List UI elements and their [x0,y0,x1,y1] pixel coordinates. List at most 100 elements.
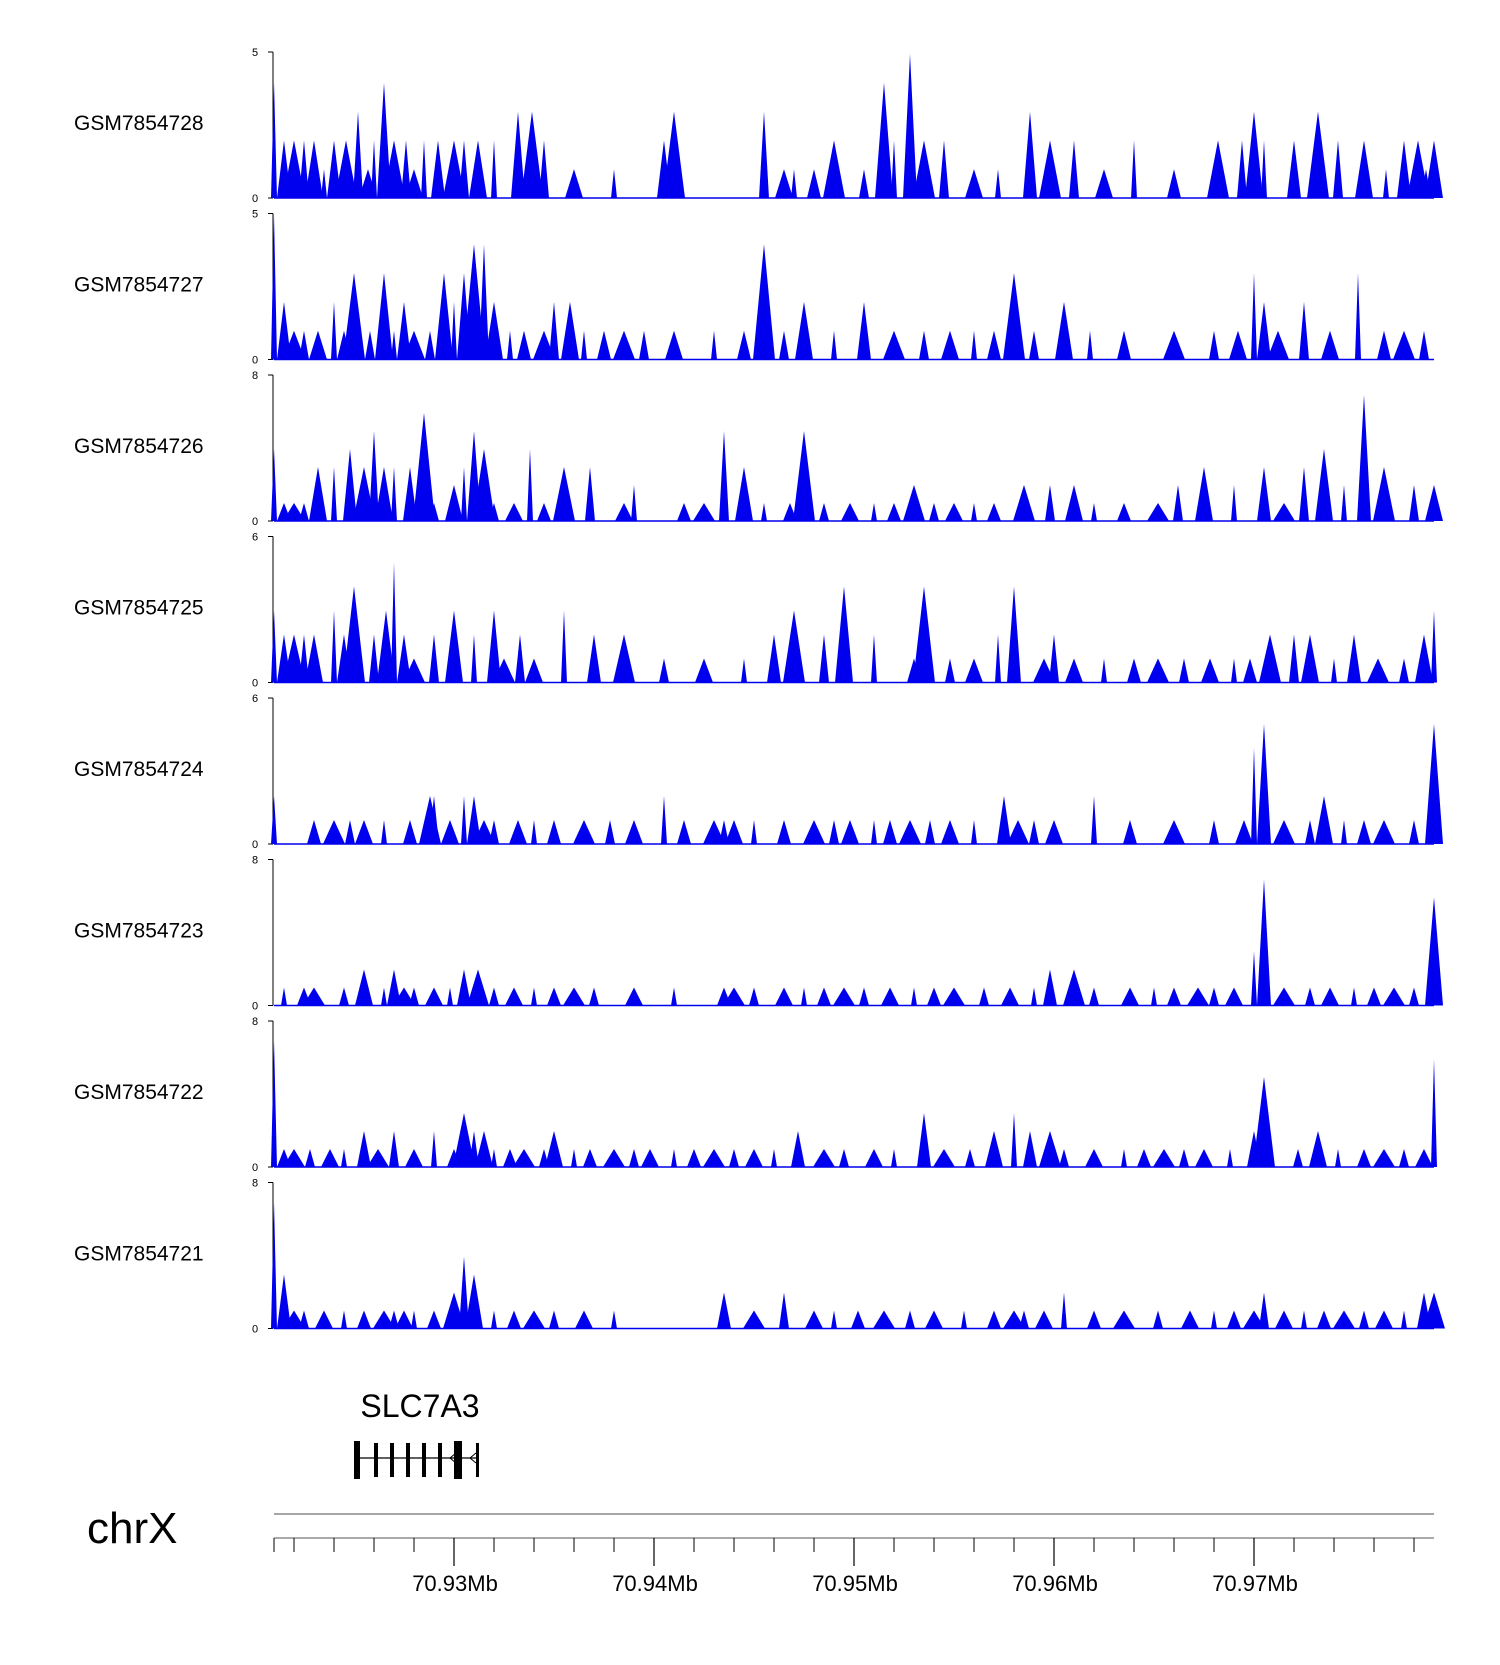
coverage-peak [309,467,327,521]
coverage-peak [299,140,309,198]
coverage-peak [1359,1310,1369,1329]
coverage-peak [377,610,395,683]
coverage-peak [1425,724,1443,844]
coverage-peak [305,1149,315,1167]
coverage-peak [375,467,393,521]
coverage-peak [1029,820,1039,844]
coverage-peak [1257,467,1271,521]
gene-annotation-track: SLC7A3 [354,1388,480,1479]
coverage-peak [1237,140,1247,198]
coverage-peak [995,169,1001,198]
coverage-peak [1289,634,1299,683]
coverage-peak [299,330,309,360]
coverage-peak [663,111,685,198]
coverage-peak [357,1310,371,1329]
coverage-peak [1373,467,1395,521]
coverage-peak [571,1149,577,1167]
coverage-peak [459,1256,469,1329]
coverage-peak [531,820,537,844]
y-axis-zero-label: 0 [252,678,258,690]
coverage-peak [585,467,595,521]
coverage-peak [509,820,527,844]
coverage-peak [403,658,425,683]
coverage-peak [511,111,525,198]
coverage-peak [531,987,537,1006]
coverage-peak [613,634,635,683]
coverage-peak [891,140,897,198]
coverage-peak [839,1149,849,1167]
coverage-peak [961,1310,967,1329]
coverage-peak [605,820,615,844]
coverage-peak [469,140,487,198]
coverage-peak [1377,330,1391,360]
coverage-peak [283,1310,305,1329]
coverage-peak [1425,485,1443,521]
coverage-peak [517,330,531,360]
coverage-peak [525,658,543,683]
track-GSM7854723: GSM7854723 8 0 [74,855,1443,1013]
coverage-peak [283,503,305,521]
coverage-peak [425,330,435,360]
coverage-peak [875,82,893,198]
coverage-peak [945,503,963,521]
y-axis-max-label: 5 [252,47,258,59]
coverage-peak [1409,820,1419,844]
coverage-peak [397,634,411,683]
coverage-peak [1267,330,1289,360]
gene-exon [454,1441,462,1479]
coverage-peak [321,1149,339,1167]
coverage-peak [1003,1310,1025,1329]
coverage-peak [277,1274,291,1329]
coverage-peak [1259,634,1281,683]
coverage-peak [631,485,637,521]
coverage-peak [1299,467,1309,521]
coverage-peak [659,658,669,683]
coverage-peak [665,330,683,360]
coverage-peak [749,987,759,1006]
coverage-peak [1045,820,1063,844]
coverage-peak [1357,395,1371,521]
track-GSM7854726: GSM7854726 8 0 [74,370,1443,528]
coverage-peak [1059,1149,1069,1167]
coverage-peak [751,820,757,844]
coverage-peak [283,1149,305,1167]
coverage-peak [1299,301,1309,360]
axis-tick-label: 70.94Mb [612,1571,698,1596]
coverage-peak [1231,485,1237,521]
coverage-peak [1383,987,1405,1006]
coverage-peak [813,1149,835,1167]
coverage-peak [421,140,427,198]
axis-tick-label: 70.95Mb [812,1571,898,1596]
coverage-peak [925,820,935,844]
coverage-peak [309,330,327,360]
coverage-peak [943,987,965,1006]
coverage-peak [1101,658,1107,683]
coverage-peak [1409,987,1419,1006]
y-axis-max-label: 8 [252,370,258,382]
coverage-peak [1179,1149,1189,1167]
coverage-peak [403,330,425,360]
coverage-peak [1355,273,1361,360]
coverage-peak [305,140,323,198]
coverage-peak [1425,140,1443,198]
coverage-peak [1121,987,1139,1006]
coverage-peak [357,1131,371,1167]
coverage-peak [389,1310,399,1329]
y-axis-zero-label: 0 [252,1001,258,1013]
coverage-peak [1253,1077,1275,1167]
coverage-peak [899,820,921,844]
coverage-peak [1043,969,1057,1006]
coverage-peak [343,586,365,683]
gene-exon [390,1443,394,1477]
coverage-peak [561,301,579,360]
axis-tick-label: 70.93Mb [412,1571,498,1596]
coverage-peak [1201,658,1219,683]
coverage-peak [987,1310,1001,1329]
coverage-peak [369,431,379,521]
coverage-peak [1373,820,1395,844]
coverage-peak [465,1274,483,1329]
coverage-peak [1163,330,1185,360]
coverage-peak [801,987,807,1006]
coverage-peak [411,1310,417,1329]
coverage-peak [859,169,869,198]
